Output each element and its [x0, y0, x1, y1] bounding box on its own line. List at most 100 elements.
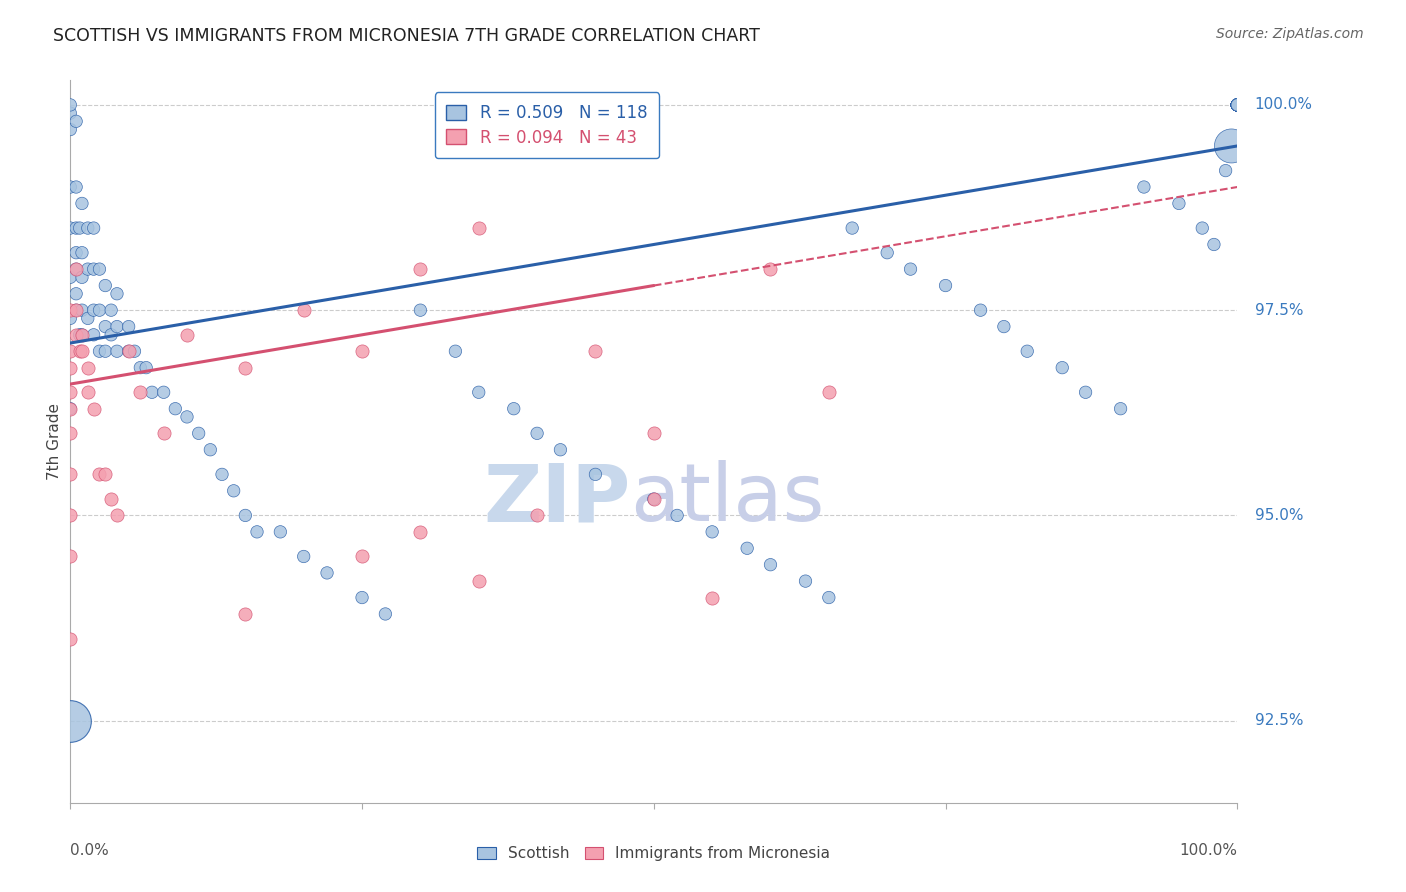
Point [59, 360, 82, 375]
Point [59, 401, 82, 416]
Point [65, 114, 87, 128]
Point [100, 327, 122, 342]
Point [70, 344, 93, 359]
Point [993, 319, 1015, 334]
Point [1226, 98, 1249, 112]
Text: SCOTTISH VS IMMIGRANTS FROM MICRONESIA 7TH GRADE CORRELATION CHART: SCOTTISH VS IMMIGRANTS FROM MICRONESIA 7… [53, 27, 761, 45]
Point [70, 303, 93, 318]
Point [1215, 163, 1237, 178]
Point [59, 632, 82, 646]
Point [76, 385, 98, 400]
Point [643, 491, 665, 506]
Point [69, 344, 91, 359]
Point [1017, 344, 1039, 359]
Point [1226, 98, 1249, 112]
Point [1226, 98, 1249, 112]
Point [94, 467, 117, 482]
Point [118, 344, 141, 359]
Point [135, 360, 157, 375]
Point [76, 360, 98, 375]
Point [76, 262, 98, 277]
Point [59, 311, 82, 326]
Point [818, 591, 841, 605]
Point [94, 319, 117, 334]
Point [352, 549, 374, 564]
Point [105, 508, 128, 523]
Point [94, 344, 117, 359]
Point [65, 286, 87, 301]
Point [1074, 385, 1097, 400]
Point [1226, 98, 1249, 112]
Point [467, 574, 491, 588]
Point [292, 303, 315, 318]
Point [1109, 401, 1132, 416]
Point [1133, 180, 1156, 194]
Text: 0.0%: 0.0% [70, 843, 110, 857]
Point [876, 245, 898, 260]
Point [1226, 98, 1249, 112]
Point [83, 401, 105, 416]
Point [89, 262, 111, 277]
Point [141, 385, 163, 400]
Point [1226, 98, 1249, 112]
Point [1226, 98, 1249, 112]
Point [409, 303, 432, 318]
Point [585, 344, 607, 359]
Point [70, 327, 93, 342]
Point [152, 385, 174, 400]
Point [59, 385, 82, 400]
Point [269, 524, 291, 539]
Point [105, 319, 128, 334]
Point [65, 221, 87, 235]
Point [1202, 237, 1225, 252]
Point [65, 327, 87, 342]
Point [1226, 98, 1249, 112]
Point [59, 467, 82, 482]
Point [176, 409, 198, 424]
Text: 100.0%: 100.0% [1254, 97, 1313, 112]
Text: Source: ZipAtlas.com: Source: ZipAtlas.com [1216, 27, 1364, 41]
Point [1220, 139, 1243, 153]
Point [118, 319, 141, 334]
Point [444, 344, 467, 359]
Point [526, 426, 548, 441]
Point [83, 221, 105, 235]
Point [59, 303, 82, 318]
Point [65, 245, 87, 260]
Point [1226, 98, 1249, 112]
Point [1226, 98, 1249, 112]
Point [1226, 98, 1249, 112]
Point [818, 385, 841, 400]
Point [59, 714, 82, 728]
Point [124, 344, 146, 359]
Point [76, 221, 98, 235]
Point [129, 385, 152, 400]
Point [105, 344, 128, 359]
Point [100, 491, 122, 506]
Point [1226, 98, 1249, 112]
Text: ZIP: ZIP [484, 460, 630, 539]
Point [585, 467, 607, 482]
Text: 97.5%: 97.5% [1254, 302, 1303, 318]
Point [187, 426, 209, 441]
Text: 95.0%: 95.0% [1254, 508, 1303, 523]
Point [65, 262, 87, 277]
Point [1226, 98, 1249, 112]
Point [70, 196, 93, 211]
Point [292, 549, 315, 564]
Point [1226, 98, 1249, 112]
Point [65, 303, 87, 318]
Point [246, 524, 269, 539]
Point [233, 607, 256, 621]
Point [165, 401, 187, 416]
Point [759, 558, 782, 572]
Legend: Scottish, Immigrants from Micronesia: Scottish, Immigrants from Micronesia [471, 840, 837, 867]
Point [735, 541, 758, 556]
Point [409, 524, 432, 539]
Point [59, 508, 82, 523]
Point [550, 442, 572, 457]
Point [1226, 98, 1249, 112]
Point [352, 591, 374, 605]
Point [105, 286, 128, 301]
Point [76, 311, 98, 326]
